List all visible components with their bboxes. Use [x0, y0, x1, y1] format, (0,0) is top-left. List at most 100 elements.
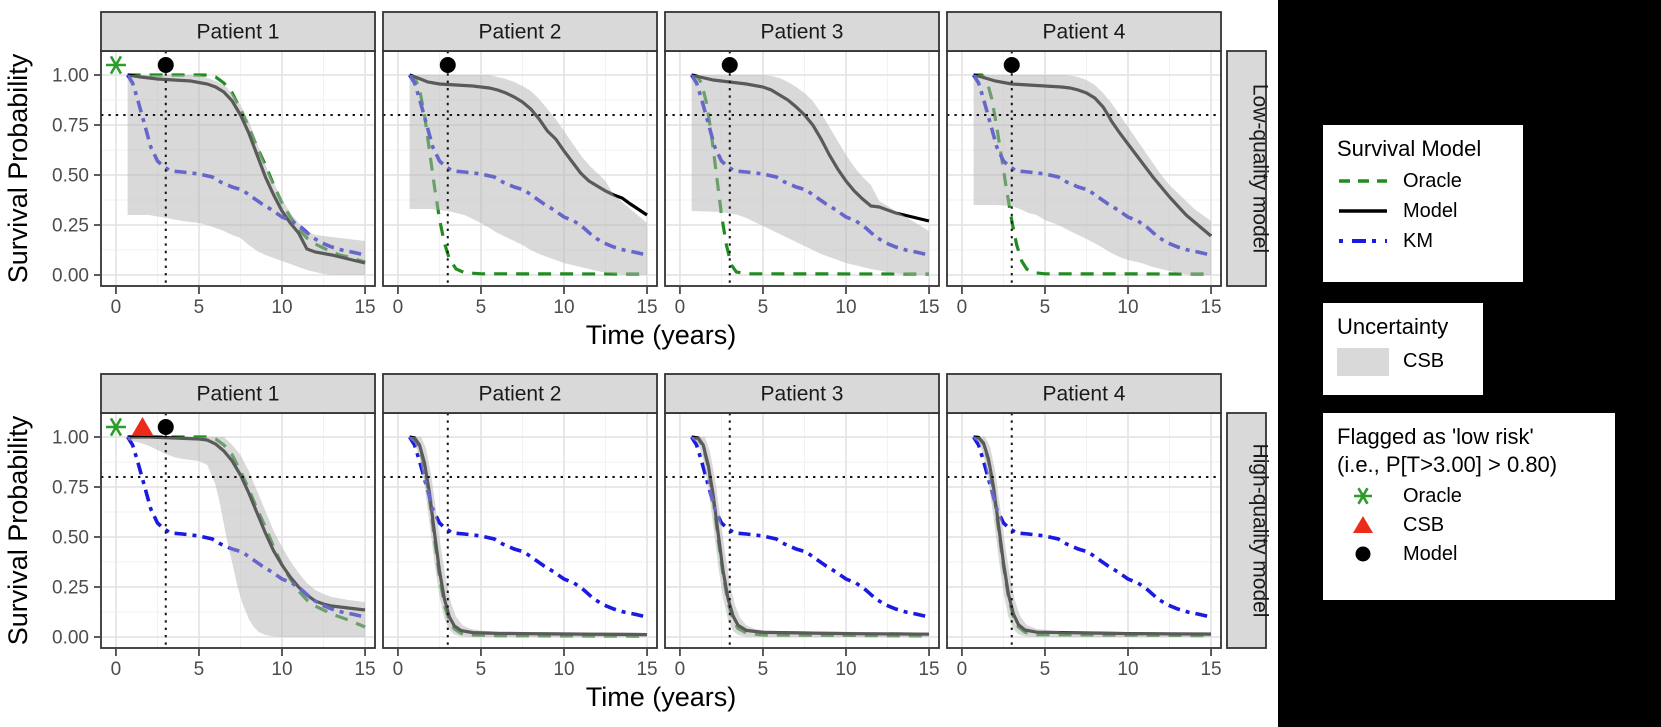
- y-tick-label: 1.00: [52, 66, 89, 87]
- panel-content: [972, 73, 1213, 276]
- x-axis-title: Time (years): [586, 682, 737, 712]
- green-asterisk-icon: [1337, 484, 1389, 508]
- panel-high-patient-2: [382, 412, 658, 649]
- strip-label-patient: Patient 3: [761, 21, 844, 44]
- panel-content: [126, 435, 366, 637]
- x-tick-label: 5: [194, 297, 205, 318]
- legend-flagged-title: Flagged as 'low risk' (i.e., P[T>3.00] >…: [1337, 423, 1601, 478]
- strip-label-patient: Patient 3: [761, 383, 844, 406]
- x-tick-label: 15: [1200, 659, 1221, 680]
- x-tick-label: 10: [271, 659, 292, 680]
- strip-label-patient: Patient 4: [1043, 383, 1126, 406]
- legend-label-model: Model: [1403, 199, 1458, 222]
- strip-col-1-row-1: Patient 1: [100, 11, 376, 52]
- x-tick-label: 15: [918, 297, 939, 318]
- legend-label-km: KM: [1403, 229, 1433, 252]
- x-tick-label: 15: [1200, 297, 1221, 318]
- x-tick-label: 0: [393, 297, 404, 318]
- km-dashdot-line-icon: [1337, 233, 1389, 249]
- panel-content: [690, 435, 930, 638]
- model-solid-line-icon: [1337, 203, 1389, 219]
- x-tick-label: 5: [758, 297, 769, 318]
- x-tick-label: 0: [675, 297, 686, 318]
- x-tick-label: 10: [553, 297, 574, 318]
- panel-content: [690, 73, 930, 276]
- legend-item-oracle-line: Oracle: [1337, 170, 1509, 193]
- legend-item-km-line: KM: [1337, 230, 1509, 253]
- y-tick-label: 0.75: [52, 478, 89, 499]
- flag-model-dot: [1003, 57, 1020, 73]
- x-tick-label: 5: [476, 297, 487, 318]
- legend-label-flag-oracle: Oracle: [1403, 484, 1462, 507]
- x-tick-label: 15: [354, 297, 375, 318]
- legend-survival-model: Survival Model Oracle Model KM: [1323, 125, 1523, 282]
- panel-low-patient-3: [664, 50, 940, 287]
- km-curve: [972, 436, 1212, 619]
- asterisk-spoke: [109, 55, 123, 75]
- strip-col-4-row-2: Patient 4: [946, 373, 1222, 414]
- strip-label-patient: Patient 1: [197, 383, 280, 406]
- y-tick-label: 0.50: [52, 166, 89, 187]
- strip-rect: [382, 11, 658, 52]
- panel-high-patient-1: [100, 412, 376, 649]
- strip-col-2-row-1: Patient 2: [382, 11, 658, 52]
- strip-rect: [946, 11, 1222, 52]
- strip-rect: [382, 373, 658, 414]
- x-tick-label: 5: [1040, 297, 1051, 318]
- x-axis-title: Time (years): [586, 320, 737, 350]
- strip-label-patient: Patient 2: [479, 383, 562, 406]
- legend-flagged-low-risk: Flagged as 'low risk' (i.e., P[T>3.00] >…: [1323, 413, 1615, 600]
- legend-flagged-title-line1: Flagged as 'low risk': [1337, 424, 1534, 449]
- facet-grid-svg: Patient 1 Patient 2 Patient 3 Patient 4 Low-…: [3, 11, 1272, 712]
- strip-label-patient: Patient 1: [197, 21, 280, 44]
- csb-ribbon-swatch-icon: [1337, 347, 1389, 376]
- oracle-dashed-line-icon: [1337, 173, 1389, 189]
- legend-item-model-line: Model: [1337, 200, 1509, 223]
- y-tick-label: 0.00: [52, 628, 89, 649]
- legend-item-flag-model: Model: [1337, 542, 1601, 566]
- row-strip-rect: [1226, 412, 1267, 649]
- flag-oracle-asterisk: [105, 55, 126, 75]
- y-tick-label: 0.25: [52, 578, 89, 599]
- legend-label-flag-csb: CSB: [1403, 513, 1445, 536]
- x-tick-label: 0: [675, 659, 686, 680]
- legend-survival-title: Survival Model: [1337, 136, 1482, 161]
- flag-model-dot: [439, 57, 456, 73]
- strip-rect: [664, 373, 940, 414]
- panel-content: [126, 73, 366, 275]
- panel-content: [408, 435, 648, 638]
- x-tick-label: 10: [553, 659, 574, 680]
- strip-rect: [946, 373, 1222, 414]
- csb-ribbon: [409, 75, 647, 275]
- y-tick-label: 1.00: [52, 428, 89, 449]
- panel-content: [408, 73, 648, 276]
- legend-flagged-title-line2: (i.e., P[T>3.00] > 0.80): [1337, 451, 1558, 477]
- x-tick-label: 0: [393, 659, 404, 680]
- x-tick-label: 15: [636, 297, 657, 318]
- legend-label-flag-model: Model: [1403, 542, 1458, 565]
- x-tick-label: 10: [1117, 659, 1138, 680]
- x-tick-label: 5: [758, 659, 769, 680]
- flag-model-dot: [721, 57, 738, 73]
- flag-oracle-asterisk: [105, 417, 126, 437]
- asterisk-spoke: [109, 417, 123, 437]
- oracle-curve: [973, 73, 1212, 276]
- csb-ribbon: [127, 75, 365, 275]
- red-triangle-icon: [1337, 513, 1389, 537]
- strip-col-3-row-2: Patient 3: [664, 373, 940, 414]
- strip-label-patient: Patient 2: [479, 21, 562, 44]
- x-tick-label: 10: [835, 659, 856, 680]
- y-tick-label: 0.50: [52, 528, 89, 549]
- legend-uncertainty: Uncertainty CSB: [1323, 303, 1483, 395]
- panel-low-patient-4: [946, 50, 1222, 287]
- flag-csb-triangle: [132, 417, 154, 435]
- legend-item-flag-oracle: Oracle: [1337, 484, 1601, 508]
- legend-label-oracle: Oracle: [1403, 169, 1462, 192]
- x-tick-label: 0: [957, 297, 968, 318]
- legend-item-csb-ribbon: CSB: [1337, 347, 1469, 376]
- legend-item-flag-csb: CSB: [1337, 513, 1601, 537]
- km-curve: [408, 436, 648, 619]
- panel-low-patient-2: [382, 50, 658, 287]
- x-tick-label: 5: [1040, 659, 1051, 680]
